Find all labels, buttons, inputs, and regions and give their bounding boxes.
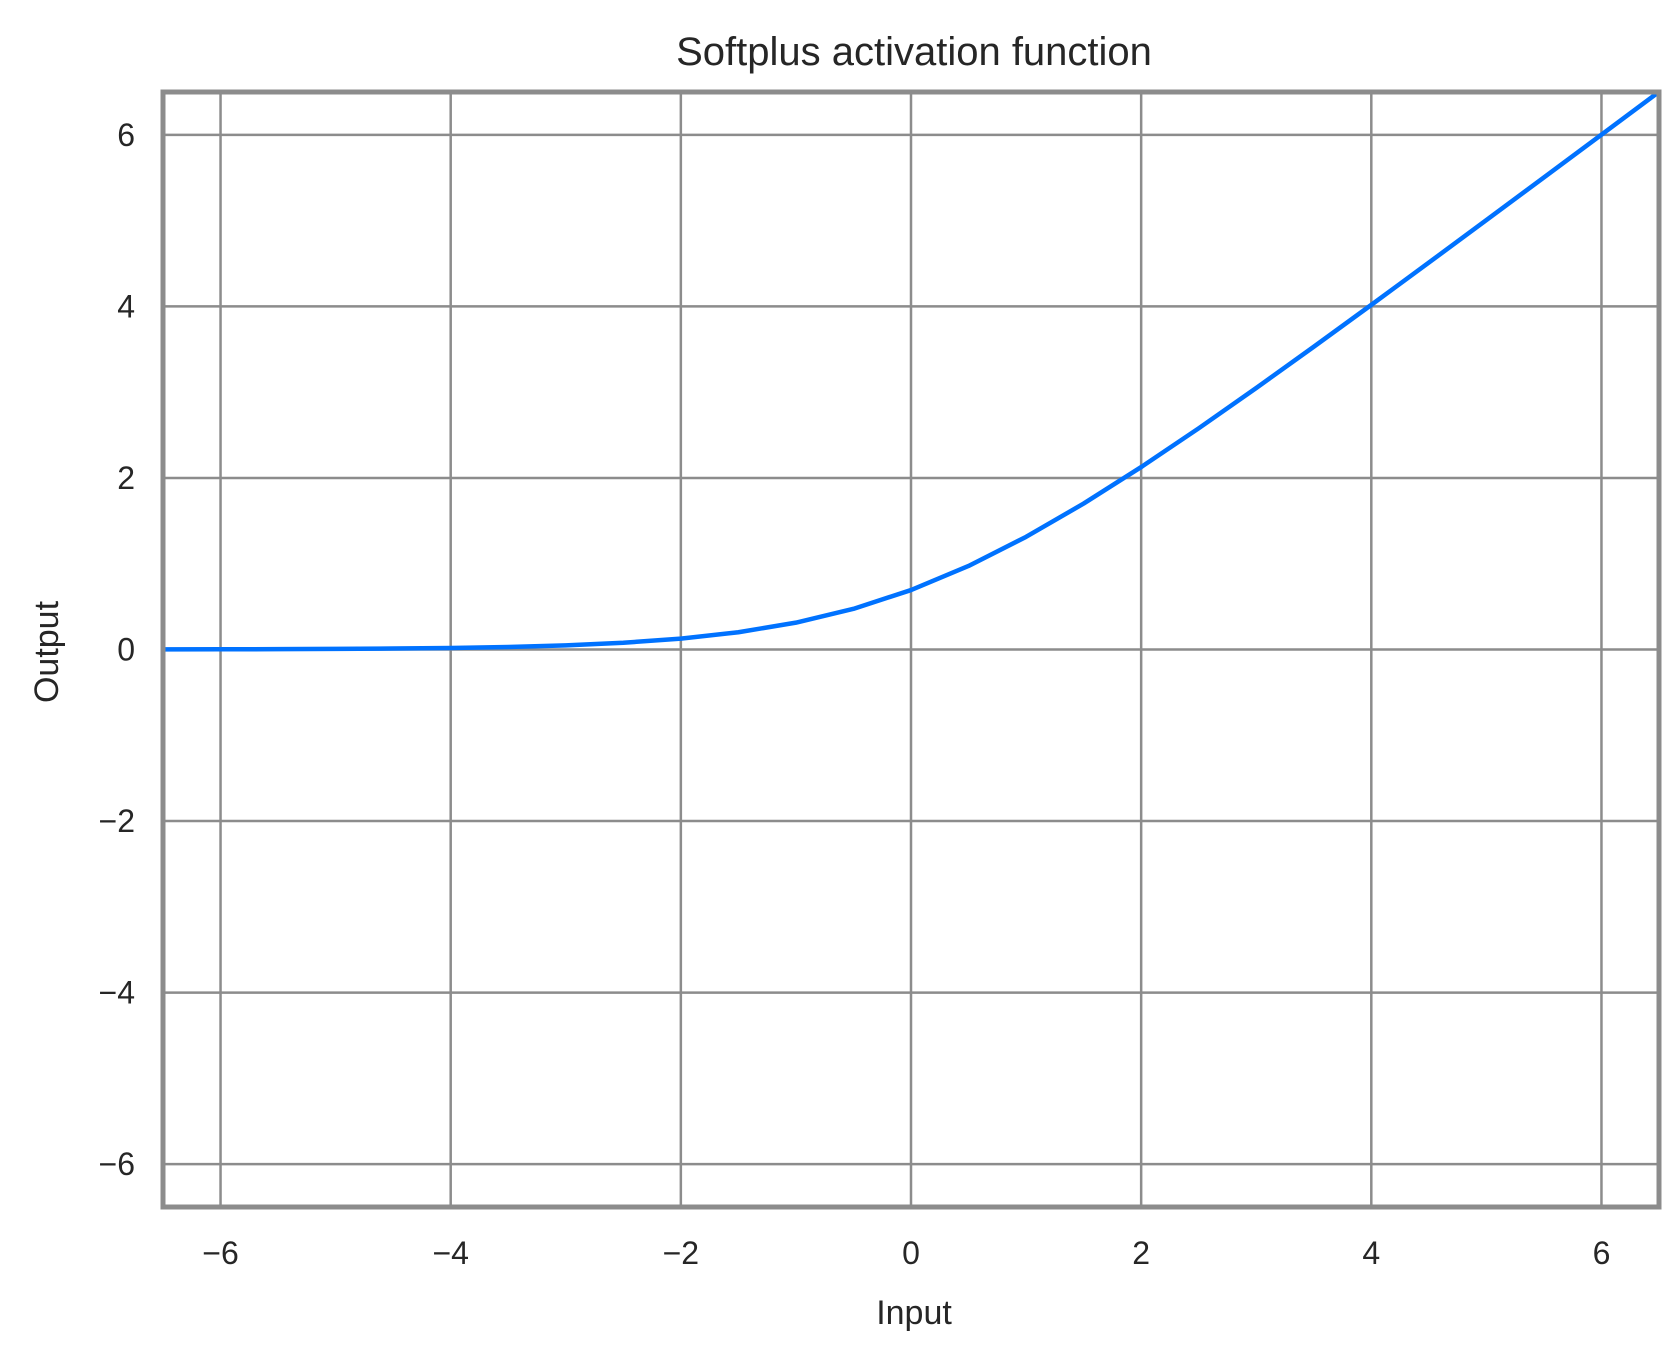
y-tick-label: 4	[117, 288, 135, 324]
plot-area	[162, 90, 1661, 652]
y-tick-label: −6	[99, 1146, 135, 1182]
y-axis-label: Output	[28, 600, 66, 703]
y-tick-label: 2	[117, 460, 135, 496]
y-tick-label: −4	[99, 975, 135, 1011]
y-tick-labels: −6 −4 −2 0 2 4 6	[99, 117, 135, 1182]
x-tick-label: −2	[663, 1235, 699, 1271]
x-tick-label: 2	[1132, 1235, 1150, 1271]
x-axis-label: Input	[876, 1294, 952, 1332]
chart-title: Softplus activation function	[676, 30, 1152, 74]
x-tick-label: −6	[202, 1235, 238, 1271]
plot-frame	[160, 89, 1662, 1210]
y-tick-label: −2	[99, 803, 135, 839]
softplus-line	[162, 90, 1661, 652]
x-tick-label: −4	[432, 1235, 468, 1271]
y-tick-label: 0	[117, 632, 135, 668]
x-tick-label: 0	[902, 1235, 920, 1271]
x-tick-label: 6	[1593, 1235, 1611, 1271]
x-tick-label: 4	[1362, 1235, 1380, 1271]
y-tick-label: 6	[117, 117, 135, 153]
x-tick-labels: −6 −4 −2 0 2 4 6	[202, 1235, 1610, 1271]
